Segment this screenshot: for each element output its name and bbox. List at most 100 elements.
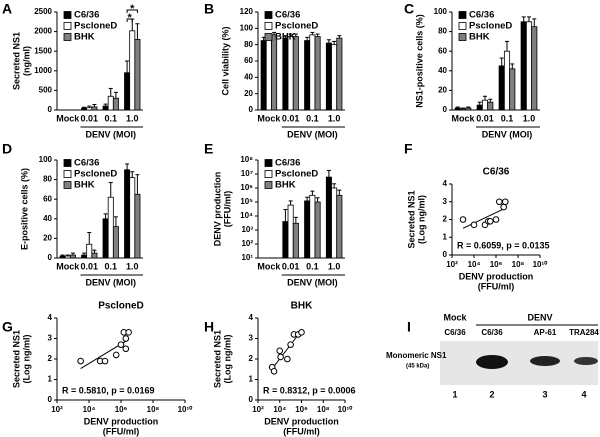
legend-label: BHK xyxy=(275,180,296,191)
x-tick-label: Mock xyxy=(56,261,80,271)
legend-label: C6/36 xyxy=(469,10,494,21)
panel-letter: G xyxy=(2,319,13,335)
x-tick-label: 10¹⁰ xyxy=(178,405,194,414)
y-tick-label: 1 xyxy=(249,375,254,384)
x-tick-label: Mock xyxy=(257,261,281,271)
mock-label: Mock xyxy=(443,312,467,322)
y-axis-label: Secreted NS1 xyxy=(11,32,21,90)
bar xyxy=(102,218,109,259)
bar xyxy=(309,194,316,259)
y-tick-label: 0 xyxy=(48,105,53,114)
significance-label: * xyxy=(128,12,133,24)
y-tick-label: 10¹ xyxy=(241,253,253,262)
point xyxy=(470,221,478,229)
legend-label: PscloneD xyxy=(74,169,117,180)
x-tick-label: 10² xyxy=(252,405,264,414)
x-tick-label: 10⁴ xyxy=(468,260,481,269)
bar xyxy=(476,104,483,111)
blot-band xyxy=(574,357,598,365)
bar xyxy=(509,68,516,111)
bar xyxy=(129,177,136,259)
bar xyxy=(331,187,338,259)
y-tick-label: 20 xyxy=(244,89,253,98)
y-tick-label: 100 xyxy=(240,23,254,32)
point xyxy=(459,216,467,223)
y-axis-label: (Log ng/ml) xyxy=(416,195,426,244)
bar xyxy=(124,72,131,111)
bar xyxy=(86,243,93,259)
bar xyxy=(520,21,527,111)
x-tick-label: 10⁸ xyxy=(512,260,525,269)
y-axis-label: (Log ng/ml) xyxy=(21,335,31,384)
point xyxy=(284,355,291,363)
y-tick-label: 0 xyxy=(249,395,254,404)
y-tick-label: 80 xyxy=(43,175,52,184)
legend-label: C6/36 xyxy=(275,158,300,169)
legend-swatch xyxy=(63,159,72,167)
y-tick-label: 2 xyxy=(249,354,254,363)
y-axis-label: Secreted NS1 xyxy=(406,190,416,248)
x-axis-label: DENV (MOI) xyxy=(287,129,338,139)
legend-label: PscloneD xyxy=(74,21,117,32)
bar xyxy=(134,193,141,259)
x-axis-label: DENV (MOI) xyxy=(86,129,137,139)
x-axis-label: DENV production xyxy=(459,271,534,281)
x-tick-label: 10⁸ xyxy=(317,405,330,414)
bar xyxy=(282,221,289,259)
x-tick-label: 0.1 xyxy=(104,261,117,271)
bar xyxy=(124,169,131,259)
row-unit: (45 kDa) xyxy=(406,364,429,370)
legend-swatch xyxy=(63,33,72,41)
legend-label: C6/36 xyxy=(74,158,99,169)
x-tick-label: Mock xyxy=(451,113,475,123)
x-axis-label: DENV production xyxy=(84,416,159,426)
legend-swatch xyxy=(264,11,273,19)
panel-letter: B xyxy=(204,1,214,17)
point xyxy=(492,216,500,223)
legend-swatch xyxy=(458,22,467,30)
bar xyxy=(86,107,93,111)
lane-label: AP-61 xyxy=(534,328,557,337)
x-axis-label: DENV (MOI) xyxy=(86,277,137,287)
legend-label: BHK xyxy=(469,32,490,43)
x-tick-label: 0.01 xyxy=(80,113,98,123)
x-tick-label: 10⁴ xyxy=(83,405,96,414)
bar xyxy=(292,36,299,111)
chart-title: C6/36 xyxy=(483,167,510,178)
y-axis-label: DENV production xyxy=(212,172,222,247)
legend-swatch xyxy=(63,170,72,178)
bar xyxy=(487,101,494,111)
x-axis-label: DENV (MOI) xyxy=(287,277,338,287)
x-axis-label: (FFU/ml) xyxy=(478,281,515,291)
bar xyxy=(498,65,505,111)
annotation: R = 0.8312, p = 0.0006 xyxy=(263,385,356,395)
y-tick-label: 0 xyxy=(443,250,448,259)
bar xyxy=(459,108,467,111)
y-tick-label: 0 xyxy=(48,395,53,404)
y-axis-label: Secreted NS1 xyxy=(11,330,21,388)
bar xyxy=(81,107,88,111)
bar xyxy=(64,255,71,259)
x-tick-label: 0.1 xyxy=(306,113,319,123)
x-axis-label: (FFU/ml) xyxy=(283,426,320,436)
point xyxy=(486,217,494,225)
lane-number: 4 xyxy=(581,389,586,399)
bar xyxy=(107,95,114,111)
point xyxy=(501,198,509,206)
y-tick-label: 40 xyxy=(438,66,447,75)
blot-panel: I Mock DENV C6/36 C6/36 AP-61 TRA284 Mon… xyxy=(386,312,599,399)
y-tick-label: 40 xyxy=(244,72,253,81)
point xyxy=(77,357,84,365)
legend-swatch xyxy=(63,22,72,30)
point xyxy=(125,329,132,336)
annotation: R = 0.5810, p = 0.0169 xyxy=(62,385,155,395)
bar xyxy=(287,36,294,111)
y-axis-label: Cell viability (%) xyxy=(220,26,230,95)
y-tick-label: 120 xyxy=(240,7,254,16)
lane-number: 1 xyxy=(452,389,457,399)
x-tick-label: 10⁴ xyxy=(273,405,286,414)
legend-swatch xyxy=(63,11,72,19)
legend-label: C6/36 xyxy=(74,10,99,21)
y-tick-label: 60 xyxy=(244,56,253,65)
bar xyxy=(331,44,338,111)
